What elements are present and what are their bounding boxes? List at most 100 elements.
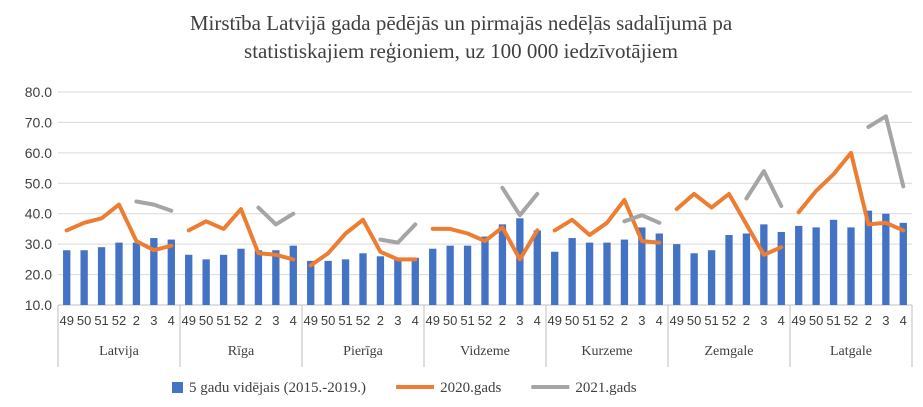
bar: [707, 250, 716, 305]
x-tick-label: 2: [377, 313, 384, 328]
bar: [463, 245, 472, 305]
bar: [411, 257, 419, 305]
y-tick-label: 20.0: [25, 267, 52, 283]
y-tick-label: 70.0: [25, 114, 52, 130]
x-tick-label: 3: [272, 313, 279, 328]
bar: [289, 245, 297, 305]
bar: [394, 259, 402, 305]
x-tick-label: 3: [760, 313, 767, 328]
region-label: Latgale: [830, 344, 872, 359]
bar: [864, 210, 873, 305]
x-tick-label: 52: [844, 313, 858, 328]
bar: [516, 218, 524, 305]
bar: [603, 242, 611, 305]
region-label: Pierīga: [343, 344, 383, 359]
bar: [585, 242, 594, 305]
x-tick-label: 3: [638, 313, 645, 328]
bar: [882, 213, 890, 305]
x-tick-label: 50: [809, 313, 823, 328]
x-tick-label: 4: [168, 313, 175, 328]
bar: [812, 227, 820, 305]
legend: 5 gadu vidējais (2015.-2019.) 2020.gads 20…: [172, 380, 637, 396]
x-tick-label: 51: [460, 313, 474, 328]
x-tick-label: 4: [412, 313, 419, 328]
x-tick-label: 3: [150, 313, 157, 328]
bar: [725, 235, 733, 305]
x-tick-label: 3: [394, 313, 401, 328]
legend-swatch-bars: [172, 382, 183, 393]
x-tick-label: 51: [826, 313, 840, 328]
bar: [219, 254, 228, 305]
x-tick-label: 49: [303, 313, 317, 328]
series-line-y2020: [552, 198, 662, 245]
bar: [655, 233, 663, 305]
y-tick-label: 40.0: [25, 206, 52, 222]
x-tick-label: 2: [133, 313, 140, 328]
x-tick-label: 49: [547, 313, 561, 328]
bar: [115, 242, 123, 305]
x-tick-label: 4: [290, 313, 297, 328]
x-tick-label: 2: [865, 313, 872, 328]
series-line-y2021: [378, 222, 418, 245]
bar: [533, 230, 541, 305]
x-tick-label: 52: [234, 313, 248, 328]
bar: [63, 250, 71, 305]
bar-series-5yr-average: [63, 210, 907, 305]
series-line-y2020: [674, 191, 784, 257]
region-label: Vidzeme: [460, 344, 510, 359]
chart-title-line-1: Mirstība Latvijā gada pēdējās un pirmajā…: [190, 11, 733, 35]
series-line-y2021: [256, 205, 296, 227]
series-line-y2021: [866, 114, 906, 189]
x-tick-label: 52: [722, 313, 736, 328]
series-line-y2020: [64, 202, 174, 253]
x-tick-label: 51: [94, 313, 108, 328]
x-tick-label: 49: [791, 313, 805, 328]
series-line-y2021: [622, 213, 662, 225]
bar: [742, 233, 751, 305]
bar: [638, 227, 646, 305]
bar: [272, 250, 280, 305]
bar: [760, 224, 768, 305]
x-tick-label: 51: [582, 313, 596, 328]
series-line-y2021: [134, 199, 174, 213]
bar: [237, 248, 245, 305]
series-line-y2020: [430, 225, 540, 262]
x-tick-label: 51: [338, 313, 352, 328]
bar: [254, 250, 263, 305]
y-tick-label: 50.0: [25, 175, 52, 191]
bar: [341, 259, 350, 305]
bar: [551, 251, 559, 305]
bar: [829, 219, 838, 305]
x-tick-label: 2: [743, 313, 750, 328]
bar: [899, 222, 907, 305]
bar: [202, 259, 210, 305]
x-tick-label: 49: [425, 313, 439, 328]
legend-label-bars: 5 gadu vidējais (2015.-2019.): [189, 380, 366, 396]
bar: [429, 248, 437, 305]
x-tick-label: 2: [499, 313, 506, 328]
chart-title-line-2: statistiskajiem reģioniem, uz 100 000 ie…: [244, 39, 678, 63]
bar: [307, 260, 315, 305]
bar: [673, 244, 681, 305]
region-label: Latvija: [99, 344, 139, 359]
bar: [359, 253, 367, 305]
bar: [498, 224, 507, 305]
x-tick-label: 4: [534, 313, 541, 328]
x-tick-label: 2: [621, 313, 628, 328]
x-tick-label: 52: [478, 313, 492, 328]
x-tick-label: 52: [600, 313, 614, 328]
bar: [481, 236, 489, 305]
x-tick-label: 4: [778, 313, 785, 328]
x-tick-label: 50: [321, 313, 335, 328]
bar: [132, 242, 141, 305]
x-tick-label: 49: [59, 313, 73, 328]
region-label: Rīga: [228, 344, 255, 359]
bar: [690, 253, 698, 305]
bar: [795, 225, 803, 305]
y-tick-label: 60.0: [25, 145, 52, 161]
y-tick-label: 80.0: [25, 84, 52, 100]
x-tick-label: 51: [704, 313, 718, 328]
